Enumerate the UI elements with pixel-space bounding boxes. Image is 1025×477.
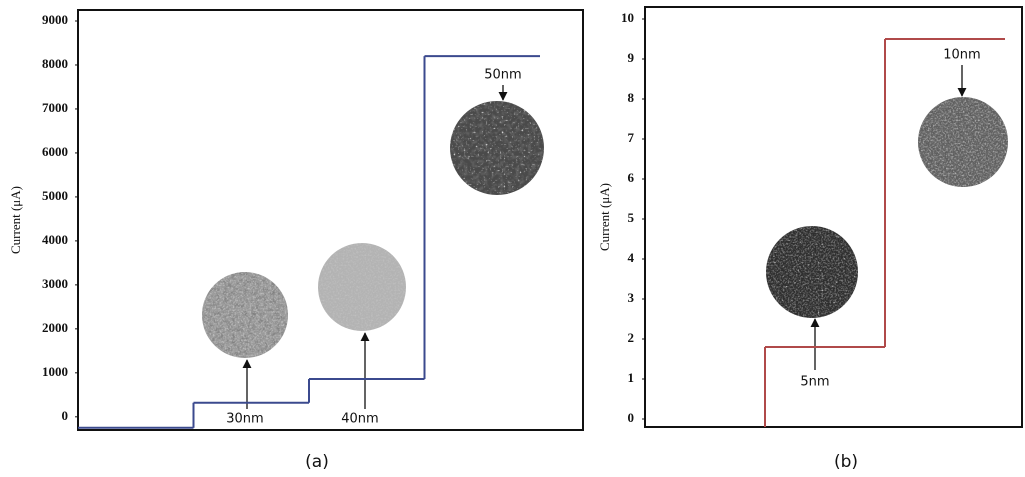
y-tick-label: 0: [62, 408, 69, 423]
y-tick-label: 5: [628, 210, 635, 225]
y-tick-label: 9: [628, 50, 635, 65]
frames: [78, 7, 1022, 430]
y-tick-label: 8000: [42, 56, 68, 71]
y-axis-label: Current (μA): [8, 186, 23, 254]
y-tick-label: 7000: [42, 100, 68, 115]
annotation: 40nm: [341, 412, 378, 427]
y-axis-label: Current (μA): [597, 183, 612, 251]
y-tick-label: 6000: [42, 144, 68, 159]
caption: (a): [305, 452, 329, 472]
y-tick-label: 1: [628, 370, 635, 385]
y-tick-label: 4: [628, 250, 635, 265]
y-tick-label: 5000: [42, 188, 68, 203]
sem-image: [448, 99, 546, 197]
caption: (b): [834, 452, 858, 472]
figure: 0 1000 2000 3000 4000 5000 6000 7000 8000 9000 Cur…: [0, 0, 1025, 477]
annotation: 5nm: [800, 375, 829, 390]
annotation: 30nm: [226, 412, 263, 427]
y-tick-label: 10: [621, 10, 634, 25]
y-tick-label: 8: [628, 90, 635, 105]
y-tick-label: 6: [628, 170, 635, 185]
sem-image: [316, 241, 408, 333]
y-tick-label: 3: [628, 290, 635, 305]
y-tick-label: 4000: [42, 232, 68, 247]
y-tick-label: 2000: [42, 320, 68, 335]
annotation: 50nm: [484, 68, 521, 83]
y-tick-label: 1000: [42, 364, 68, 379]
sem-image: [764, 224, 860, 320]
sem-image: [916, 95, 1010, 189]
annotation: 10nm: [943, 48, 980, 63]
sem-image: [200, 270, 290, 360]
y-tick-label: 9000: [42, 12, 68, 27]
y-tick-label: 7: [628, 130, 635, 145]
y-tick-label: 3000: [42, 276, 68, 291]
y-tick-label: 0: [628, 410, 635, 425]
y-tick-label: 2: [628, 330, 635, 345]
page: {"chart_data": [ {"type": "step", "y_lab…: [0, 0, 1025, 477]
plot-frame: [645, 7, 1022, 427]
